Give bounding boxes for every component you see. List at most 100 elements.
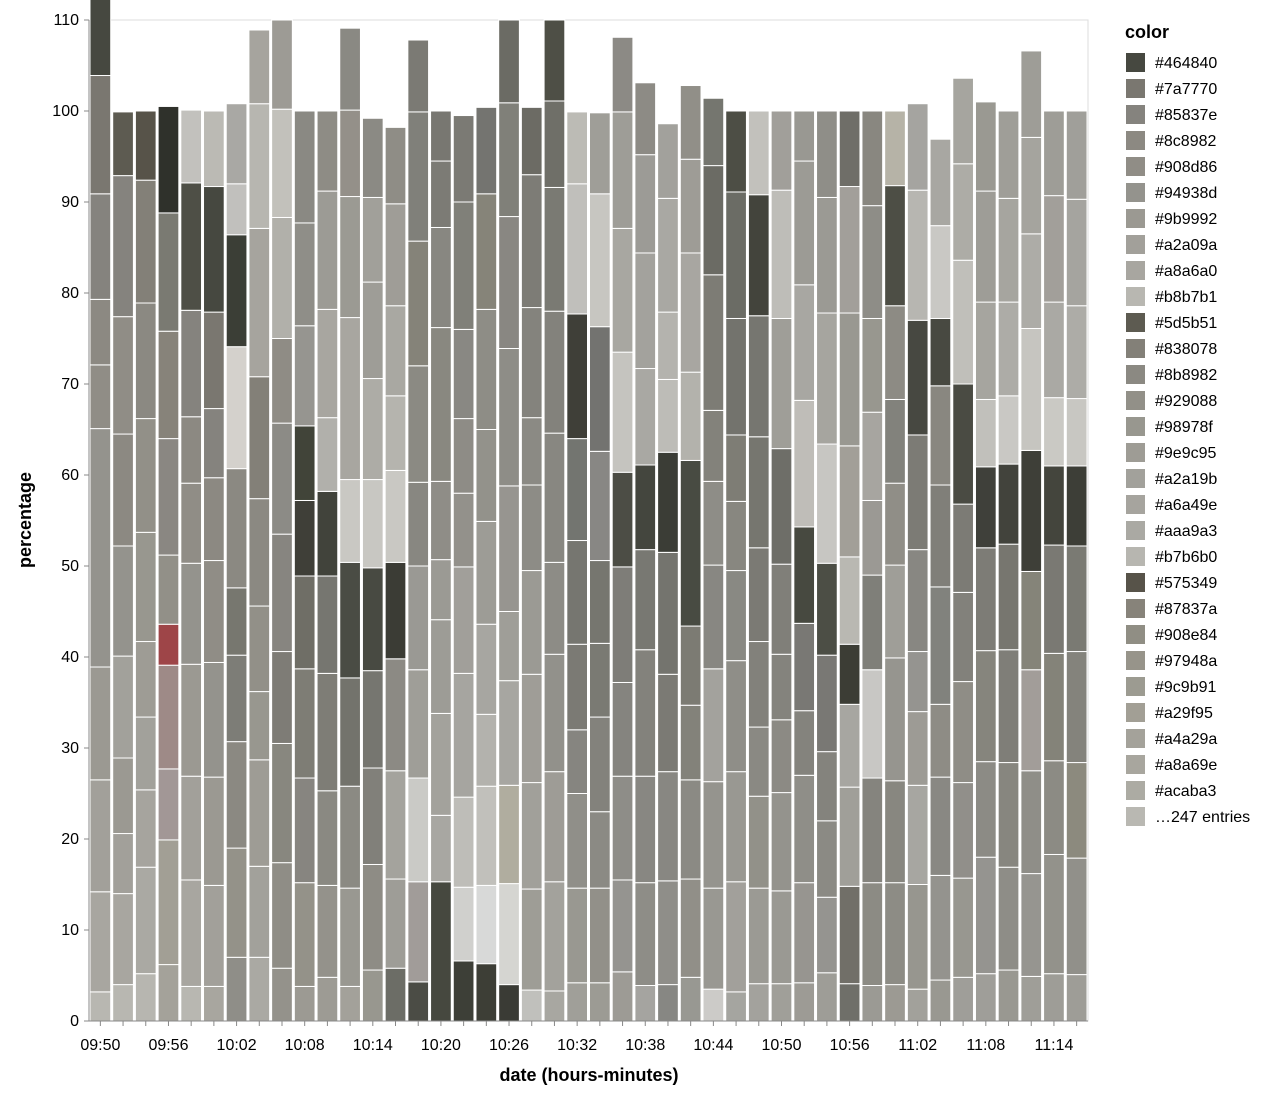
- bar-segment: [498, 216, 520, 350]
- bar-segment: [203, 186, 225, 313]
- bar-segment: [203, 110, 225, 188]
- bar-segment: [407, 669, 430, 779]
- bar-segment: [702, 564, 725, 670]
- legend-label: #a6a49e: [1155, 497, 1217, 514]
- bar-segment: [861, 985, 884, 1022]
- bar-segment: [974, 761, 997, 858]
- legend-label: #94938d: [1155, 185, 1217, 202]
- bar-segment: [316, 790, 339, 886]
- bar-segment: [770, 983, 793, 1022]
- legend-swatch: [1126, 703, 1145, 722]
- bar-segment: [884, 657, 906, 782]
- bar-segment: [89, 779, 112, 893]
- bar-segment: [679, 459, 702, 627]
- legend-label: #9c9b91: [1155, 679, 1216, 696]
- bar-segment: [361, 117, 384, 198]
- bar-segment: [430, 881, 452, 1022]
- bar-segment: [838, 885, 861, 985]
- bar-segment: [997, 463, 1020, 545]
- bar-segment: [884, 185, 906, 307]
- bar-segment: [498, 680, 520, 786]
- bar-segment: [702, 887, 725, 990]
- bar-segment: [1020, 50, 1043, 138]
- bar-segment: [702, 97, 725, 167]
- y-tick-label: 80: [61, 285, 79, 302]
- bar-segment: [702, 480, 725, 566]
- bar-segment: [997, 395, 1020, 465]
- bar-segment: [112, 893, 134, 986]
- bar-segment: [452, 886, 475, 962]
- bar-segment: [248, 29, 271, 105]
- bar-segment: [407, 881, 430, 983]
- bar-segment: [225, 103, 248, 185]
- bar-segment: [906, 784, 929, 885]
- bar-segment: [180, 663, 203, 777]
- bar-segment: [407, 111, 430, 242]
- legend-label: #a4a29a: [1155, 731, 1217, 748]
- bar-segment: [861, 574, 884, 671]
- bar-segment: [339, 561, 361, 679]
- bar-segment: [679, 85, 702, 160]
- bar-segment: [657, 311, 679, 380]
- legend-label: #9b9992: [1155, 211, 1217, 228]
- bar-segment: [679, 779, 702, 880]
- bar-segment: [430, 559, 452, 621]
- bar-segment: [407, 365, 430, 483]
- bar-segment: [884, 305, 906, 400]
- bar-segment: [589, 811, 611, 889]
- bar-segment: [725, 110, 747, 193]
- bar-segment: [316, 190, 339, 310]
- bar-segment: [89, 364, 112, 430]
- bar-segment: [997, 301, 1020, 397]
- bar-segment: [1065, 398, 1088, 467]
- bar-segment: [293, 222, 316, 327]
- bar-segment: [747, 110, 770, 196]
- legend-swatch: [1126, 677, 1145, 696]
- bar-segment: [634, 464, 657, 551]
- bar-segment: [906, 549, 929, 653]
- bar-segment: [1020, 975, 1043, 1022]
- bar-segment: [634, 549, 657, 651]
- legend-label: #908d86: [1155, 159, 1217, 176]
- bar-segment: [702, 274, 725, 411]
- bar-segment: [225, 587, 248, 656]
- bar-segment: [293, 777, 316, 884]
- bar-segment: [112, 175, 134, 318]
- bar-segment: [384, 126, 407, 205]
- x-axis-title: date (hours-minutes): [499, 1065, 678, 1085]
- bar-segment: [361, 969, 384, 1022]
- bar-segment: [1065, 857, 1088, 976]
- bar-segment: [770, 189, 793, 319]
- bar-segment: [952, 782, 974, 879]
- bar-segment: [1020, 570, 1043, 671]
- bar-segment: [770, 653, 793, 721]
- bar-segment: [816, 443, 838, 564]
- bar-segment: [248, 956, 271, 1022]
- bar-segment: [157, 664, 180, 770]
- bar-segment: [1043, 544, 1065, 654]
- legend-label: #98978f: [1155, 419, 1213, 436]
- bar-segment: [725, 570, 747, 662]
- x-tick-label: 09:56: [148, 1037, 188, 1054]
- bar-segment: [475, 623, 498, 715]
- bar-segment: [816, 751, 838, 822]
- bar-segment: [430, 110, 452, 162]
- bar-segment: [543, 310, 566, 434]
- bar-segment: [679, 625, 702, 706]
- bar-segment: [1065, 305, 1088, 400]
- bar-segment: [702, 668, 725, 783]
- bar-segment: [1065, 974, 1088, 1022]
- legend-label: #a2a19b: [1155, 471, 1217, 488]
- bar-segment: [997, 543, 1020, 651]
- bar-segment: [180, 109, 203, 184]
- bar-segment: [929, 225, 952, 319]
- bar-segment: [271, 533, 293, 653]
- x-tick-label: 10:38: [625, 1037, 665, 1054]
- bar-segment: [906, 884, 929, 990]
- bar-segment: [271, 967, 293, 1022]
- bar-segment: [929, 874, 952, 981]
- bar-segment: [384, 658, 407, 772]
- bar-segment: [112, 833, 134, 895]
